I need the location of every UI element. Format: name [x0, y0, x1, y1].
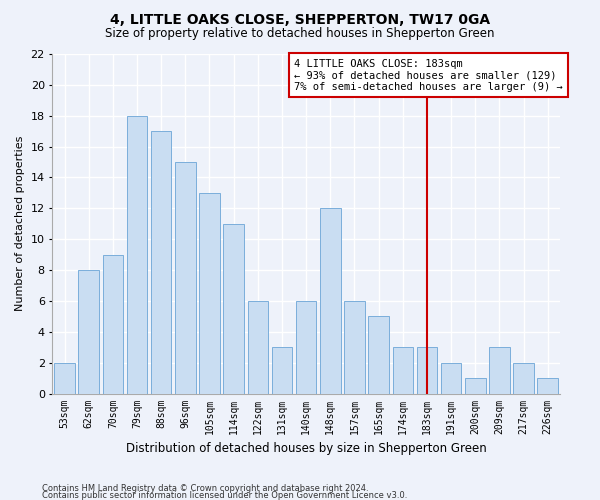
- Bar: [223, 224, 244, 394]
- Bar: [248, 301, 268, 394]
- Bar: [514, 362, 534, 394]
- Text: Contains HM Land Registry data © Crown copyright and database right 2024.: Contains HM Land Registry data © Crown c…: [42, 484, 368, 493]
- Bar: [538, 378, 558, 394]
- Bar: [320, 208, 341, 394]
- Bar: [199, 193, 220, 394]
- Y-axis label: Number of detached properties: Number of detached properties: [15, 136, 25, 312]
- Text: 4 LITTLE OAKS CLOSE: 183sqm
← 93% of detached houses are smaller (129)
7% of sem: 4 LITTLE OAKS CLOSE: 183sqm ← 93% of det…: [294, 58, 563, 92]
- Text: Size of property relative to detached houses in Shepperton Green: Size of property relative to detached ho…: [105, 28, 495, 40]
- Bar: [392, 348, 413, 394]
- Bar: [79, 270, 99, 394]
- Bar: [489, 348, 509, 394]
- Bar: [368, 316, 389, 394]
- Bar: [103, 254, 123, 394]
- Bar: [416, 348, 437, 394]
- Bar: [127, 116, 147, 394]
- Bar: [441, 362, 461, 394]
- Bar: [151, 131, 172, 394]
- Bar: [296, 301, 316, 394]
- Bar: [54, 362, 75, 394]
- Text: Contains public sector information licensed under the Open Government Licence v3: Contains public sector information licen…: [42, 491, 407, 500]
- Text: 4, LITTLE OAKS CLOSE, SHEPPERTON, TW17 0GA: 4, LITTLE OAKS CLOSE, SHEPPERTON, TW17 0…: [110, 12, 490, 26]
- Bar: [344, 301, 365, 394]
- Bar: [272, 348, 292, 394]
- Bar: [465, 378, 485, 394]
- Bar: [175, 162, 196, 394]
- X-axis label: Distribution of detached houses by size in Shepperton Green: Distribution of detached houses by size …: [126, 442, 487, 455]
